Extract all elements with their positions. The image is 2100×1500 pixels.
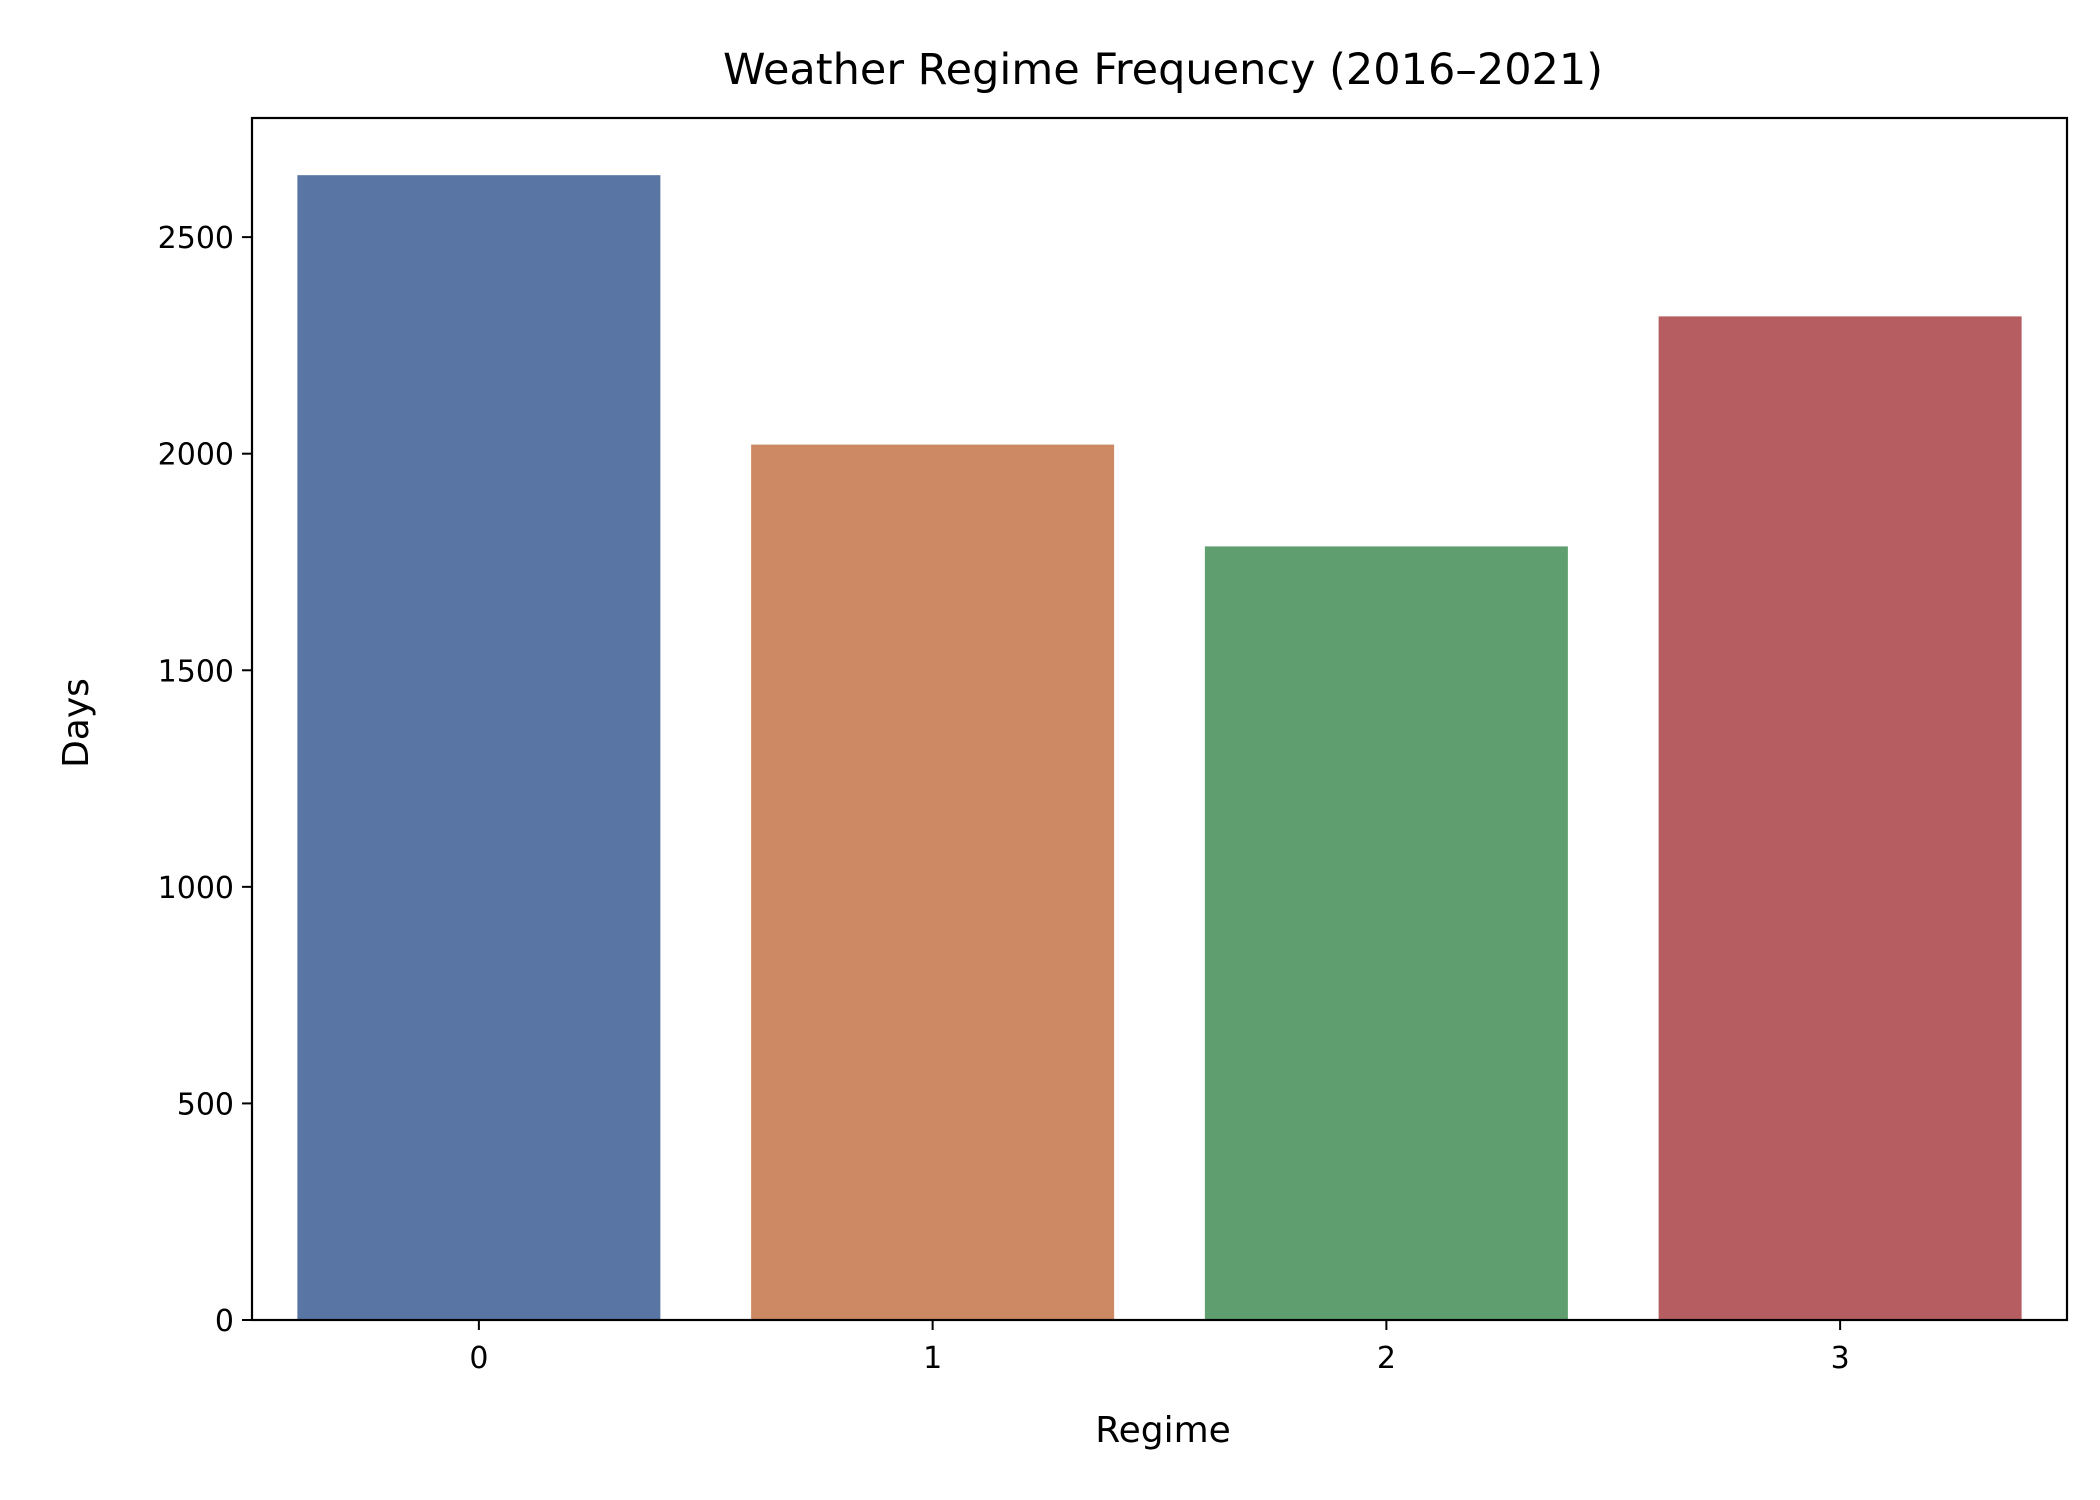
x-tick-label: 2 — [1377, 1341, 1396, 1376]
x-tick-label: 0 — [469, 1341, 488, 1376]
y-tick-label: 2500 — [158, 221, 234, 256]
plot-frame — [250, 116, 2069, 1322]
x-axis: 0 1 2 3 — [469, 1320, 1850, 1376]
y-tick-label: 2000 — [158, 438, 234, 473]
y-tick-label: 0 — [215, 1304, 234, 1339]
x-axis-label: Regime — [1095, 1410, 1231, 1451]
bar-regime-2 — [1204, 546, 1568, 1320]
chart-title: Weather Regime Frequency (2016–2021) — [723, 45, 1603, 95]
y-tick-label: 1500 — [158, 654, 234, 689]
bar-regime-0 — [297, 175, 661, 1320]
y-tick-label: 500 — [177, 1087, 234, 1122]
bar-regime-1 — [751, 444, 1115, 1320]
bars-group — [297, 175, 2022, 1320]
x-tick-label: 1 — [923, 1341, 942, 1376]
y-axis: 0 500 1000 1500 2000 2500 — [158, 221, 252, 1339]
y-tick-label: 1000 — [158, 871, 234, 906]
x-tick-label: 3 — [1831, 1341, 1850, 1376]
bar-regime-3 — [1658, 316, 2022, 1320]
y-axis-label: Days — [56, 678, 97, 768]
